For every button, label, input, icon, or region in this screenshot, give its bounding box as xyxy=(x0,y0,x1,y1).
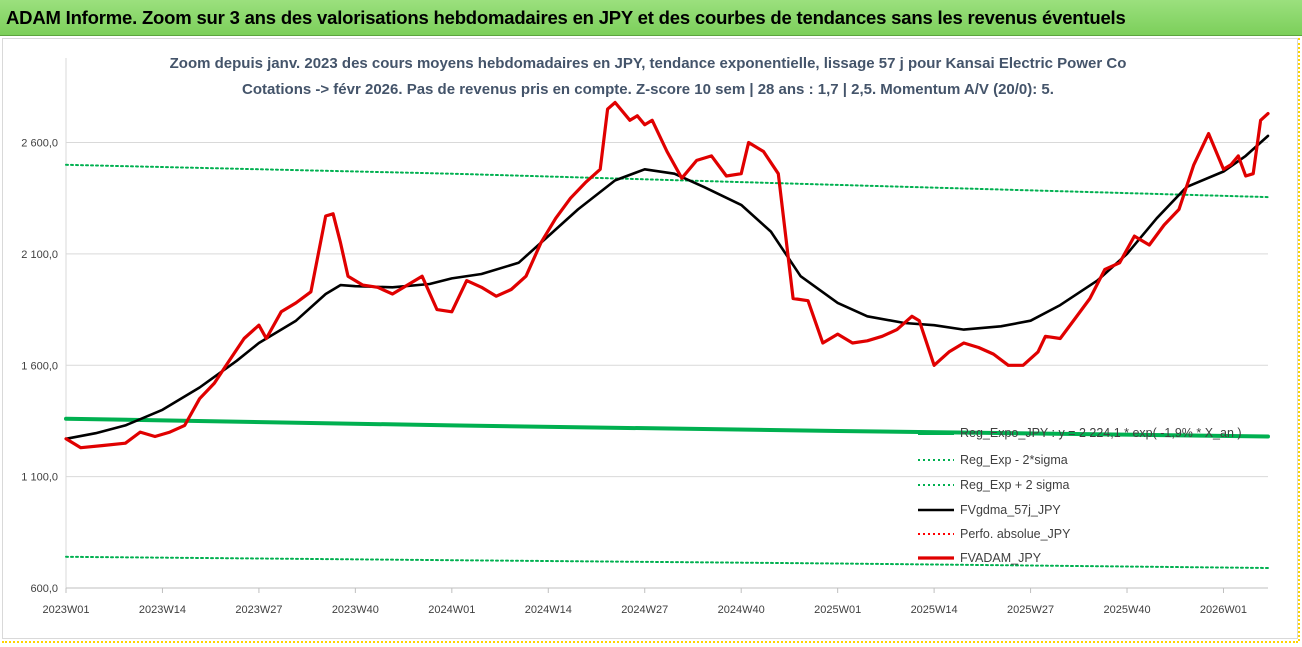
series-line-5 xyxy=(64,100,1270,450)
x-tick-label: 2026W01 xyxy=(1200,604,1247,616)
y-tick-label: 1 600,0 xyxy=(21,360,58,372)
report-header: ADAM Informe. Zoom sur 3 ans des valoris… xyxy=(0,0,1302,36)
x-tick-label: 2023W14 xyxy=(139,604,186,616)
chart-title: Zoom depuis janv. 2023 des cours moyens … xyxy=(170,55,1127,72)
x-tick-label: 2024W40 xyxy=(718,604,765,616)
y-tick-label: 1 100,0 xyxy=(21,472,58,484)
series-line-3 xyxy=(64,134,1270,441)
x-tick-label: 2025W27 xyxy=(1007,604,1054,616)
legend-label: Perfo. absolue_JPY xyxy=(960,527,1071,541)
x-tick-label: 2023W27 xyxy=(235,604,282,616)
legend: Reg_Expo_JPY : y = 2 224,1 * exp( -1,9% … xyxy=(918,426,1242,565)
x-tick-label: 2025W40 xyxy=(1103,604,1150,616)
y-tick-label: 2 600,0 xyxy=(21,138,58,150)
chart-panel xyxy=(2,38,1298,639)
y-tick-label: 600,0 xyxy=(30,583,58,595)
x-tick-label: 2025W01 xyxy=(814,604,861,616)
legend-label: FVADAM_JPY xyxy=(960,551,1042,565)
x-tick-label: 2025W14 xyxy=(911,604,958,616)
legend-label: FVgdma_57j_JPY xyxy=(960,503,1061,517)
x-tick-label: 2024W01 xyxy=(428,604,475,616)
x-tick-label: 2024W27 xyxy=(621,604,668,616)
legend-label: Reg_Exp + 2 sigma xyxy=(960,478,1069,492)
x-tick-label: 2023W40 xyxy=(332,604,379,616)
series-lines xyxy=(64,100,1270,569)
series-line-1 xyxy=(65,555,1269,569)
series-line-2 xyxy=(65,163,1269,199)
series-line-0 xyxy=(64,416,1270,439)
legend-label: Reg_Exp - 2*sigma xyxy=(960,453,1068,467)
bottom-divider xyxy=(2,641,1298,643)
x-tick-label: 2024W14 xyxy=(525,604,572,616)
x-axis: 2023W01 2023W14 2023W27 2023W40 2024W01 2024W… xyxy=(42,588,1247,616)
y-axis: 600,0 1 100,0 1 600,0 2 100,0 2 600,0 xyxy=(21,138,58,595)
right-divider xyxy=(1298,38,1300,641)
x-tick-label: 2023W01 xyxy=(42,604,89,616)
report-title: ADAM Informe. Zoom sur 3 ans des valoris… xyxy=(6,7,1126,28)
gridlines xyxy=(65,58,1268,589)
legend-label: Reg_Expo_JPY : y = 2 224,1 * exp( -1,9% … xyxy=(960,426,1242,440)
chart-subtitle: Cotations -> févr 2026. Pas de revenus p… xyxy=(242,81,1054,98)
y-tick-label: 2 100,0 xyxy=(21,249,58,261)
